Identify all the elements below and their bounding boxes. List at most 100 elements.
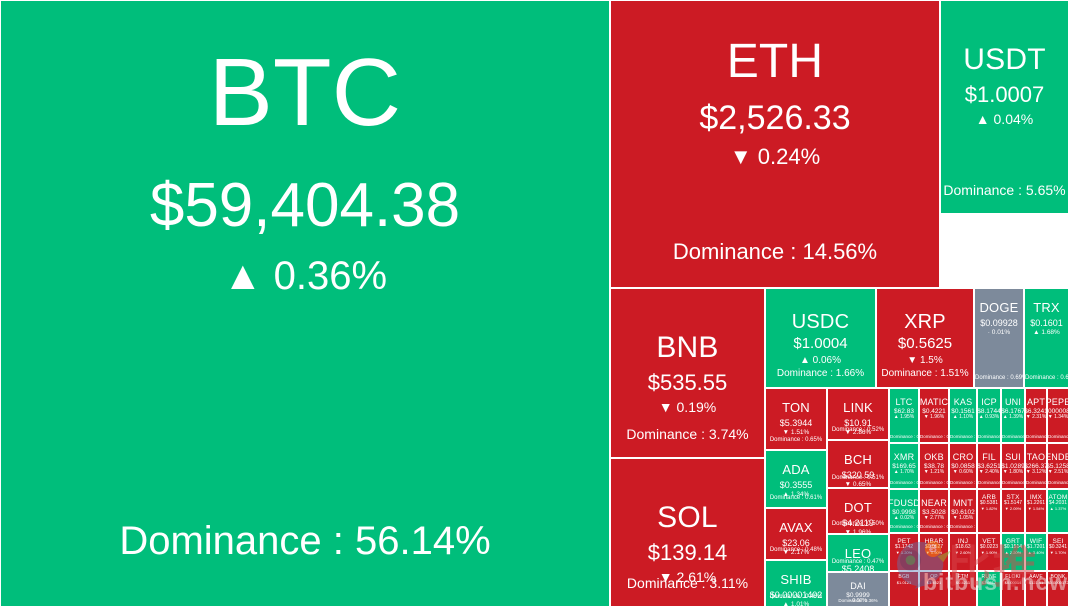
- tile-change: ▲ 1.95%: [893, 414, 915, 421]
- tile-symbol: AAVE: [1029, 574, 1043, 580]
- treemap-tile-sol[interactable]: SOL $139.14 ▼ 2.61% Dominance : 3.11%: [610, 458, 765, 607]
- treemap-tile-mnt[interactable]: MNT$0.6102▼ 1.05%Dominance : 0.17%: [949, 489, 977, 533]
- tile-change: ▲ 0.04%: [975, 111, 1034, 128]
- tile-price: $0.9998: [892, 509, 916, 517]
- treemap-tile-atom[interactable]: ATOM$4.2031▲ 1.37%Dominance : 0.14%: [1047, 489, 1069, 533]
- treemap-tile-ton[interactable]: TON $5.3944 ▼ 1.51% Dominance : 0.65%: [765, 388, 827, 450]
- treemap-tile-ada[interactable]: ADA $0.3555 ▲ 1.34% Dominance : 0.61%: [765, 450, 827, 508]
- tile-symbol: IMX: [1029, 494, 1043, 501]
- treemap-tile-xrp[interactable]: XRP $0.5625 ▼ 1.5% Dominance : 1.51%: [876, 288, 974, 388]
- tile-price: $1.0007: [964, 81, 1045, 107]
- tile-price: $169.65: [892, 463, 916, 471]
- treemap-tile-btc[interactable]: BTC $59,404.38 ▲ 0.36% Dominance : 56.14%: [0, 0, 610, 607]
- tile-price: $0.1601: [1030, 317, 1063, 328]
- tile-price: $1.1742: [894, 544, 914, 551]
- tile-symbol: ATOM: [1048, 494, 1068, 501]
- tile-dominance: Dominance : 0.61%: [769, 495, 823, 502]
- treemap-tile-link[interactable]: LINK $10.91 ▼ 2.86% Dominance : 0.52%: [827, 388, 889, 440]
- tile-price: $3.6512: [981, 579, 997, 585]
- tile-price: $6.1767: [1001, 408, 1025, 416]
- treemap-tile-pet[interactable]: PET$1.1742▼ 1.20%Dominance : 0.13%: [889, 533, 919, 571]
- tile-change: ▼ 1.54%: [1027, 505, 1045, 511]
- treemap-tile-usdt[interactable]: USDT $1.0007 ▲ 0.04% Dominance : 5.65%: [940, 0, 1069, 214]
- treemap-tile-near[interactable]: NEAR$3.5028▼ 2.77%Dominance : 0.17%: [919, 489, 949, 533]
- tile-price: $1.0004: [793, 335, 848, 353]
- tile-symbol: ADA: [782, 462, 810, 477]
- treemap-tile-okb[interactable]: OKB$38.78▼ 1.21% Dominance : 0.22%: [919, 443, 949, 489]
- tile-change: ▼ 0.19%: [658, 399, 717, 416]
- tile-symbol: FLOKI: [1005, 574, 1021, 580]
- treemap-tile-dot[interactable]: DOT $4.2119 ▼ 1.96% Dominance : 0.50%: [827, 488, 889, 534]
- treemap-tile-inj[interactable]: INJ$18.63▼ 2.60%Dominance : 0.12%: [949, 533, 977, 571]
- tile-price: $0.3555: [779, 479, 813, 490]
- treemap-tile-stx[interactable]: STX$1.5147▼ 2.09%Dominance : 0.15%: [1001, 489, 1025, 533]
- tile-symbol: MATIC: [919, 397, 949, 407]
- tile-price: $2,526.33: [699, 98, 851, 137]
- treemap-tile-avax[interactable]: AVAX $23.06 ▼ 2.17% Dominance : 0.48%: [765, 508, 827, 560]
- treemap-tile-op[interactable]: OP$1.4521▼ 2.10%Dominance : 0.10%: [919, 571, 949, 607]
- tile-symbol: BNB: [656, 331, 719, 364]
- treemap-tile-render[interactable]: RENDER$5.1258▼ 2.51% Dominance : 0.18%: [1047, 443, 1069, 489]
- treemap-tile-rune[interactable]: RUNE$3.6512▲ 1.10%Dominance : 0.09%: [977, 571, 1001, 607]
- treemap-tile-wif[interactable]: WIF$1.7201▲ 3.40%Dominance : 0.11%: [1025, 533, 1047, 571]
- tile-change: ▼ 2.31%: [1025, 414, 1047, 421]
- treemap-tile-vet[interactable]: VET$0.0223▼ 1.90%Dominance : 0.12%: [977, 533, 1001, 571]
- treemap-tile-doge[interactable]: DOGE $0.09928 · 0.01% Dominance : 0.69%: [974, 288, 1024, 388]
- treemap-tile-pepe[interactable]: PEPE$0.00000813▼ 1.34% Dominance : 0.24%: [1047, 388, 1069, 443]
- tile-dominance: Dominance : 0.27%: [978, 433, 1001, 439]
- tile-change: · 0.01%: [987, 328, 1011, 336]
- treemap-tile-grt[interactable]: GRT$0.1514▲ 2.20%Dominance : 0.11%: [1001, 533, 1025, 571]
- treemap-tile-bonk[interactable]: BONK$0.0000172▼ 2.80%Dominance : 0.08%: [1047, 571, 1069, 607]
- tile-dominance: Dominance : 0.48%: [769, 547, 823, 554]
- treemap-tile-sui[interactable]: SUI$1.0289▼ 1.80% Dominance : 0.19%: [1001, 443, 1025, 489]
- tile-symbol: ETH: [726, 35, 824, 88]
- treemap-tile-floki[interactable]: FLOKI$0.00014▼ 2.40%Dominance : 0.08%: [1001, 571, 1025, 607]
- treemap-tile-trx[interactable]: TRX $0.1601▲ 1.68% Dominance : 0.67%: [1024, 288, 1069, 388]
- treemap-tile-ftm[interactable]: FTM$0.4211▼ 1.40%Dominance : 0.09%: [949, 571, 977, 607]
- treemap-tile-eth[interactable]: ETH $2,526.33 ▼ 0.24% Dominance : 14.56%: [610, 0, 940, 288]
- tile-symbol: SEI: [1052, 538, 1064, 545]
- treemap-tile-bch[interactable]: BCH $320.59 ▼ 0.65% Dominance : 0.51%: [827, 440, 889, 488]
- treemap-tile-icp[interactable]: ICP$8.1744▲ 0.93% Dominance : 0.27%: [977, 388, 1001, 443]
- treemap-tile-usdc[interactable]: USDC $1.0004 ▲ 0.06% Dominance : 1.66%: [765, 288, 876, 388]
- treemap-tile-arb[interactable]: ARB$0.5381▼ 1.82%Dominance : 0.16%: [977, 489, 1001, 533]
- treemap-tile-apt[interactable]: APT$6.3241▼ 2.31% Dominance : 0.26%: [1025, 388, 1047, 443]
- treemap-tile-fil[interactable]: FIL$3.6251▼ 2.40% Dominance : 0.20%: [977, 443, 1001, 489]
- tile-price: $121.41: [1028, 579, 1044, 585]
- tile-symbol: LEO: [844, 546, 872, 561]
- treemap-tile-matic[interactable]: MATIC$0.4221▼ 1.96% Dominance : 0.31%: [919, 388, 949, 443]
- tile-price: $5.1258: [1047, 463, 1069, 471]
- tile-price: $4.2031: [1048, 500, 1068, 507]
- treemap-tile-leo[interactable]: LEO$5.2408▲ 0.80%Dominance : 0.47%: [827, 534, 889, 572]
- treemap-tile-ltc[interactable]: LTC$62.83▲ 1.95% Dominance : 0.33%: [889, 388, 919, 443]
- treemap-tile-dai[interactable]: DAI $0.9999 · 0.00% Dominance : 0.36%: [827, 572, 889, 607]
- treemap-tile-hbar[interactable]: HBAR$0.0527▼ 0.90%Dominance : 0.13%: [919, 533, 949, 571]
- tile-symbol: USDT: [963, 43, 1046, 76]
- tile-symbol: DAI: [850, 581, 866, 591]
- tile-dominance: Dominance : 0.26%: [1026, 433, 1047, 439]
- treemap-tile-cro[interactable]: CRO$0.0858▼ 0.60% Dominance : 0.21%: [949, 443, 977, 489]
- tile-change: ▼ 2.40%: [978, 469, 1000, 476]
- treemap-tile-tao[interactable]: TAO$266.37▼ 3.12% Dominance : 0.19%: [1025, 443, 1047, 489]
- treemap-tile-kas[interactable]: KAS$0.1561▲ 1.10% Dominance : 0.30%: [949, 388, 977, 443]
- tile-symbol: FDUSD: [889, 498, 919, 508]
- tile-symbol: DOT: [843, 500, 873, 515]
- tile-dominance: Dominance : 0.67%: [1025, 375, 1069, 382]
- tile-symbol: LTC: [895, 397, 913, 407]
- treemap-tile-xmr[interactable]: XMR$169.65▲ 1.70% Dominance : 0.23%: [889, 443, 919, 489]
- tile-symbol: CRO: [952, 452, 974, 462]
- tile-price: $0.1561: [951, 408, 975, 416]
- tile-change: ▼ 2.17%: [782, 548, 810, 556]
- treemap-tile-sei[interactable]: SEI$0.3241▼ 1.70%Dominance : 0.10%: [1047, 533, 1069, 571]
- tile-change: ▼ 2.51%: [1047, 469, 1069, 476]
- tile-change: · 0.00%: [849, 598, 867, 605]
- treemap-tile-imx[interactable]: IMX$1.2261▼ 1.54%Dominance : 0.14%: [1025, 489, 1047, 533]
- treemap-tile-shib[interactable]: SHIB $0.00001402 ▲ 1.01% Dominance : 0.46%: [765, 560, 827, 607]
- tile-symbol: SUI: [1005, 452, 1021, 462]
- treemap-tile-bgb[interactable]: BGB$1.0121▼ 0.60%Dominance : 0.10%: [889, 571, 919, 607]
- treemap-tile-fdusd[interactable]: FDUSD$0.9998▲ 0.02%Dominance : 0.18%: [889, 489, 919, 533]
- treemap-tile-uni[interactable]: UNI$6.1767▲ 1.39% Dominance : 0.26%: [1001, 388, 1025, 443]
- tile-price: $4.2119: [842, 517, 874, 528]
- treemap-tile-aave[interactable]: AAVE$121.41▼ 1.30%Dominance : 0.08%: [1025, 571, 1047, 607]
- treemap-tile-bnb[interactable]: BNB $535.55 ▼ 0.19% Dominance : 3.74%: [610, 288, 765, 458]
